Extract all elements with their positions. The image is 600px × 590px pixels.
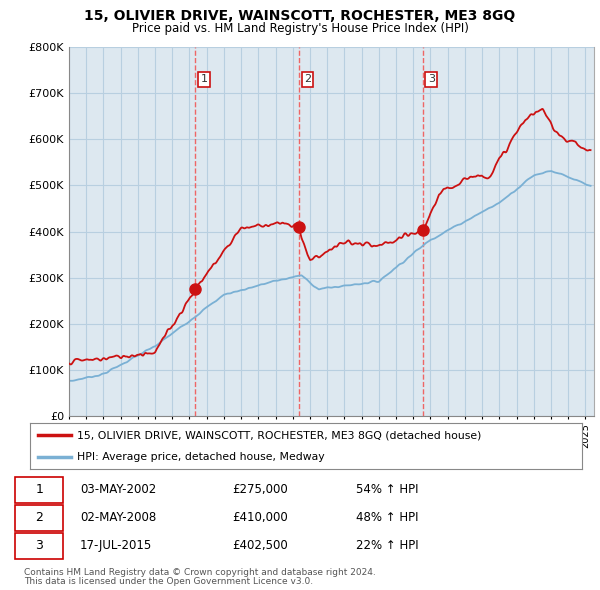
Text: 1: 1: [200, 74, 208, 84]
FancyBboxPatch shape: [15, 533, 63, 559]
Text: £410,000: £410,000: [232, 512, 288, 525]
Text: £275,000: £275,000: [232, 483, 288, 496]
Text: 2: 2: [304, 74, 311, 84]
Text: 03-MAY-2002: 03-MAY-2002: [80, 483, 156, 496]
FancyBboxPatch shape: [15, 477, 63, 503]
Text: 54% ↑ HPI: 54% ↑ HPI: [356, 483, 419, 496]
FancyBboxPatch shape: [15, 504, 63, 531]
Text: Price paid vs. HM Land Registry's House Price Index (HPI): Price paid vs. HM Land Registry's House …: [131, 22, 469, 35]
Text: 3: 3: [35, 539, 43, 552]
Text: 22% ↑ HPI: 22% ↑ HPI: [356, 539, 419, 552]
Text: 2: 2: [35, 512, 43, 525]
Text: 15, OLIVIER DRIVE, WAINSCOTT, ROCHESTER, ME3 8GQ: 15, OLIVIER DRIVE, WAINSCOTT, ROCHESTER,…: [85, 9, 515, 23]
Text: 02-MAY-2008: 02-MAY-2008: [80, 512, 156, 525]
Text: 48% ↑ HPI: 48% ↑ HPI: [356, 512, 419, 525]
Text: 1: 1: [35, 483, 43, 496]
Text: HPI: Average price, detached house, Medway: HPI: Average price, detached house, Medw…: [77, 451, 325, 461]
Text: 15, OLIVIER DRIVE, WAINSCOTT, ROCHESTER, ME3 8GQ (detached house): 15, OLIVIER DRIVE, WAINSCOTT, ROCHESTER,…: [77, 431, 481, 441]
Text: This data is licensed under the Open Government Licence v3.0.: This data is licensed under the Open Gov…: [24, 577, 313, 586]
Text: 3: 3: [428, 74, 435, 84]
Text: Contains HM Land Registry data © Crown copyright and database right 2024.: Contains HM Land Registry data © Crown c…: [24, 568, 376, 576]
Text: 17-JUL-2015: 17-JUL-2015: [80, 539, 152, 552]
Text: £402,500: £402,500: [232, 539, 288, 552]
